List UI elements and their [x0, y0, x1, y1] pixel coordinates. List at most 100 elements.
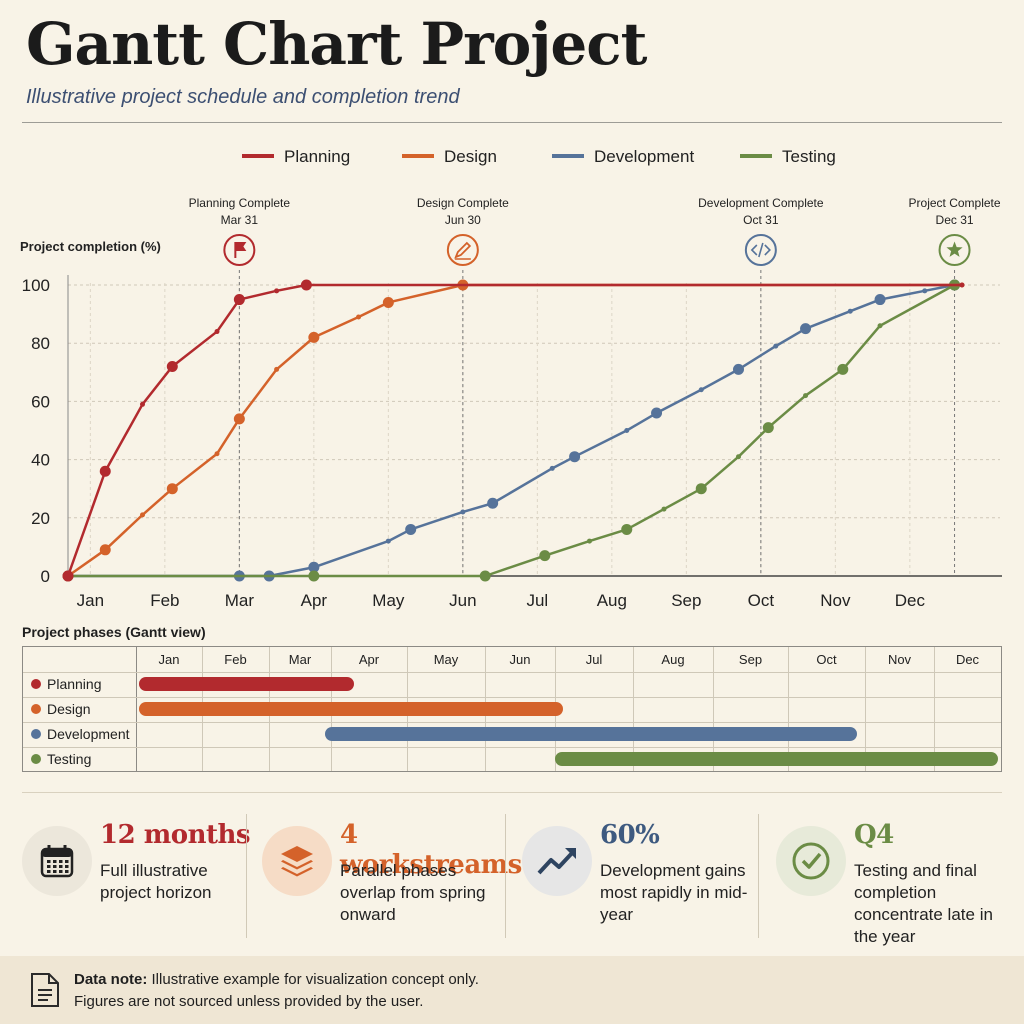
data-point-testing	[695, 483, 707, 495]
x-tick-label: Apr	[301, 591, 328, 610]
x-tick-label: Jun	[449, 591, 476, 610]
x-tick-label: Jan	[77, 591, 104, 610]
x-tick-label: Jul	[526, 591, 548, 610]
gantt-row-divider	[23, 672, 1001, 673]
gantt-row-label-development: Development	[31, 722, 130, 747]
data-point-development	[698, 387, 704, 393]
stat-separator	[758, 814, 759, 938]
data-point-planning	[300, 279, 312, 291]
gantt-month-header: Aug	[661, 652, 685, 667]
gantt-month-header: Mar	[288, 652, 312, 667]
data-point-development	[624, 428, 630, 433]
calendar-icon	[22, 826, 92, 896]
gantt-month-header: May	[433, 652, 459, 667]
legend-dot-icon	[31, 754, 41, 765]
stats-divider	[22, 792, 1002, 793]
data-point-design	[274, 366, 280, 372]
data-point-planning	[274, 288, 280, 294]
milestone-date: Jun 30	[445, 213, 481, 227]
data-point-testing	[587, 538, 592, 544]
flag-icon	[234, 242, 247, 258]
gantt-row-label-design: Design	[31, 697, 91, 722]
check-circle-icon	[776, 826, 846, 896]
data-point-testing	[479, 570, 491, 582]
gantt-col-divider	[713, 647, 714, 771]
gantt-col-divider	[788, 647, 789, 771]
x-tick-label: Feb	[150, 591, 179, 610]
stat-card-3: 60% Development gains most rapidly in mid…	[522, 810, 752, 938]
milestone-label: Planning Complete	[189, 196, 291, 210]
legend-dot-icon	[31, 729, 41, 740]
data-point-development	[308, 561, 320, 573]
gantt-month-header: Jan	[158, 652, 180, 667]
note-text-1: Illustrative example for visualization c…	[151, 971, 479, 988]
gantt-label-column	[23, 647, 137, 771]
y-tick-label: 20	[31, 509, 50, 528]
gantt-row-label-planning: Planning	[31, 672, 102, 697]
data-point-development	[460, 509, 466, 515]
data-point-planning	[140, 401, 145, 407]
gantt-month-header: Apr	[358, 652, 380, 667]
star-icon	[946, 241, 963, 257]
stat-value: 12 months	[100, 820, 251, 850]
gantt-col-divider	[934, 647, 935, 771]
gantt-bar-planning	[139, 677, 354, 691]
data-point-development	[549, 465, 555, 471]
series-line-development	[68, 283, 955, 578]
milestone-date: Dec 31	[936, 213, 974, 227]
data-point-design	[356, 314, 362, 320]
y-tick-label: 100	[22, 276, 50, 295]
x-tick-label: Oct	[748, 591, 775, 610]
stat-value: 4 workstreams	[340, 820, 522, 880]
stat-value: Q4	[854, 820, 894, 850]
data-note: Data note: Illustrative example for visu…	[0, 956, 1024, 1024]
gantt-row-divider	[23, 722, 1001, 723]
data-point-development	[847, 308, 853, 314]
data-point-development	[651, 407, 663, 419]
x-tick-label: Dec	[895, 591, 926, 610]
gantt-month-header: Oct	[816, 652, 837, 667]
legend-dot-icon	[31, 679, 41, 690]
y-axis-label: Project completion (%)	[20, 239, 161, 254]
y-tick-label: 0	[41, 567, 50, 586]
data-point-development	[733, 363, 744, 375]
milestone-date: Mar 31	[221, 213, 259, 227]
data-point-development	[569, 451, 581, 463]
gantt-month-header: Nov	[887, 652, 912, 667]
stat-description: Development gains most rapidly in mid-ye…	[600, 861, 748, 924]
milestone-date: Oct 31	[743, 213, 779, 227]
legend-label-planning: Planning	[284, 147, 350, 166]
data-point-planning	[99, 465, 111, 477]
data-point-development	[385, 538, 391, 544]
gantt-month-header: Sep	[738, 652, 763, 667]
stat-separator	[246, 814, 247, 938]
gantt-bar-development	[324, 727, 858, 741]
x-tick-label: Nov	[820, 591, 851, 610]
stat-description: Testing and final completion concentrate…	[854, 861, 993, 946]
data-point-testing	[762, 422, 774, 434]
data-point-development	[405, 523, 417, 535]
data-point-testing	[736, 454, 741, 460]
trend-up-icon	[522, 826, 592, 896]
legend-label-testing: Testing	[782, 147, 836, 166]
series-line-planning	[66, 283, 962, 577]
page-subtitle: Illustrative project schedule and comple…	[26, 86, 460, 108]
document-icon	[31, 973, 59, 1007]
milestone-label: Development Complete	[698, 196, 824, 210]
gantt-row-divider	[23, 747, 1001, 748]
data-point-planning	[166, 360, 178, 372]
data-point-testing	[308, 570, 320, 582]
data-point-design	[140, 512, 145, 518]
data-point-testing	[539, 550, 551, 562]
gantt-bar-testing	[555, 752, 998, 766]
series-line-testing	[68, 283, 956, 578]
code-icon	[750, 242, 771, 258]
gantt-row-label-text: Development	[47, 726, 130, 742]
data-point-development	[874, 294, 886, 306]
gantt-row-label-text: Design	[47, 701, 91, 717]
data-point-design	[382, 296, 394, 308]
stat-separator	[505, 814, 506, 938]
data-point-planning	[233, 294, 245, 306]
y-tick-label: 80	[31, 334, 50, 353]
note-bold: Data note:	[74, 971, 148, 988]
